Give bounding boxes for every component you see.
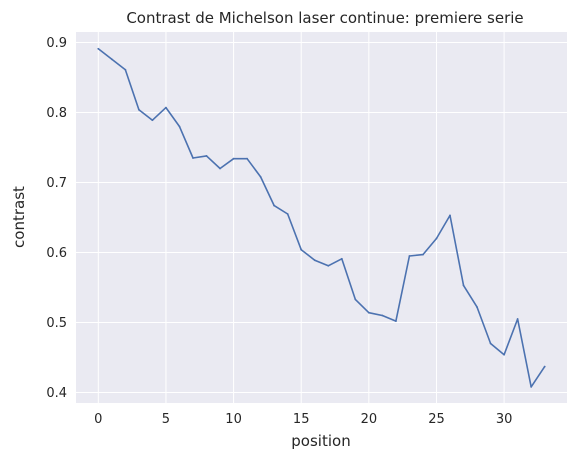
- data-point: [462, 284, 465, 287]
- x-tick-label: 10: [225, 412, 242, 427]
- x-axis-label: position: [291, 432, 350, 450]
- data-point: [273, 204, 276, 207]
- y-axis-ticks: 0.4 0.5 0.6 0.7 0.8 0.9: [46, 36, 67, 401]
- data-point: [327, 264, 330, 267]
- series-line: [97, 47, 546, 388]
- data-point: [205, 155, 208, 157]
- x-tick-label: 15: [293, 412, 310, 427]
- y-tick-label: 0.8: [46, 106, 67, 121]
- data-point: [313, 259, 316, 262]
- x-tick-label: 5: [162, 412, 170, 427]
- data-point: [449, 214, 451, 217]
- x-axis-ticks: 0 5 10 15 20 25 30: [94, 412, 512, 427]
- y-tick-label: 0.7: [46, 176, 67, 191]
- data-point: [408, 255, 411, 257]
- data-point: [516, 318, 519, 320]
- data-point: [300, 248, 303, 251]
- data-point: [246, 157, 249, 160]
- data-point: [165, 106, 167, 109]
- data-point: [354, 298, 357, 301]
- data-point: [435, 237, 438, 240]
- x-tick-label: 20: [361, 412, 378, 427]
- y-tick-label: 0.9: [46, 36, 67, 51]
- data-point: [422, 253, 424, 256]
- data-point: [476, 306, 478, 308]
- data-point: [489, 342, 492, 345]
- data-point: [110, 58, 113, 61]
- data-point: [124, 68, 127, 71]
- y-tick-label: 0.5: [46, 316, 67, 331]
- data-point: [286, 213, 289, 215]
- y-tick-label: 0.4: [46, 386, 67, 401]
- y-tick-label: 0.6: [46, 246, 67, 261]
- data-point: [340, 257, 343, 260]
- data-point: [219, 167, 221, 170]
- data-point: [394, 320, 397, 322]
- chart-title: Contrast de Michelson laser continue: pr…: [126, 9, 523, 27]
- data-point: [530, 386, 533, 388]
- y-axis-label: contrast: [10, 186, 28, 248]
- grid-lines: [76, 32, 567, 403]
- data-point: [232, 157, 235, 160]
- data-point: [178, 125, 181, 128]
- data-point: [137, 108, 140, 111]
- data-point: [543, 365, 546, 368]
- data-point: [367, 311, 370, 314]
- data-point: [381, 314, 384, 317]
- plot-area: [76, 32, 567, 403]
- data-point: [97, 47, 100, 50]
- data-point: [259, 176, 262, 178]
- data-point: [151, 119, 154, 122]
- series-layer: [97, 47, 546, 388]
- x-tick-label: 0: [94, 412, 102, 427]
- x-tick-label: 30: [496, 412, 513, 427]
- data-point: [503, 353, 506, 356]
- x-tick-label: 25: [428, 412, 445, 427]
- data-point: [192, 157, 194, 159]
